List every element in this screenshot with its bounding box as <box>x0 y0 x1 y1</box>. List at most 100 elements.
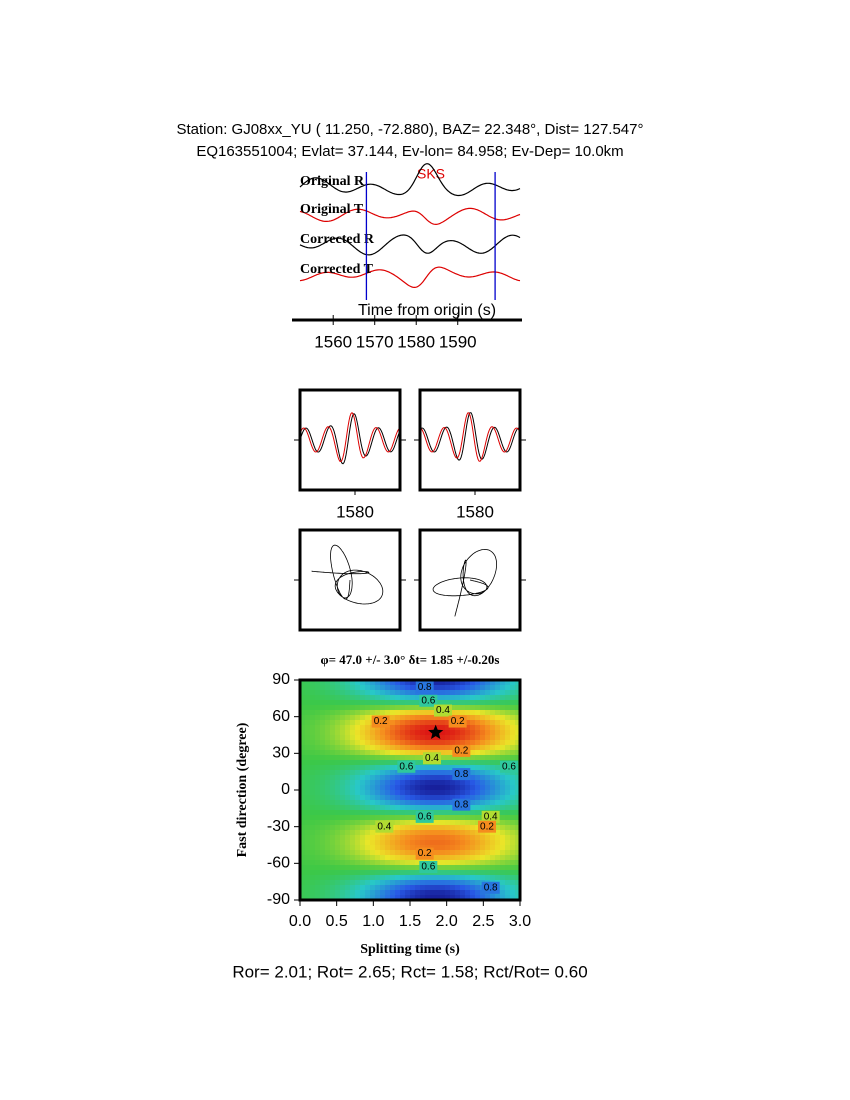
contour-cell <box>365 855 371 861</box>
contour-cell <box>470 705 476 711</box>
contour-cell <box>480 685 486 691</box>
contour-cell <box>325 855 331 861</box>
contour-cell <box>495 755 501 761</box>
contour-cell <box>355 710 361 716</box>
contour-cell <box>325 830 331 836</box>
contour-cell <box>390 880 396 886</box>
contour-cell <box>485 700 491 706</box>
contour-cell <box>355 815 361 821</box>
contour-cell <box>475 715 481 721</box>
contour-cell <box>385 805 391 811</box>
contour-cell <box>445 690 451 696</box>
contour-cell <box>470 730 476 736</box>
contour-cell <box>325 715 331 721</box>
contour-cell <box>410 685 416 691</box>
contour-cell <box>440 870 446 876</box>
contour-cell <box>360 840 366 846</box>
contour-cell <box>400 880 406 886</box>
contour-cell <box>485 895 491 901</box>
contour-label-box <box>423 752 441 765</box>
contour-cell <box>435 860 441 866</box>
contour-cell <box>320 810 326 816</box>
contour-cell <box>305 810 311 816</box>
contour-cell <box>515 690 521 696</box>
contour-cell <box>315 740 321 746</box>
contour-cell <box>480 730 486 736</box>
contour-cell <box>345 860 351 866</box>
contour-cell <box>375 705 381 711</box>
x-tick-label: 2.5 <box>472 913 494 930</box>
contour-cell <box>310 825 316 831</box>
contour-cell <box>480 805 486 811</box>
contour-cell <box>340 730 346 736</box>
contour-cell <box>335 810 341 816</box>
contour-cell <box>505 715 511 721</box>
contour-cell <box>365 840 371 846</box>
contour-cell <box>340 720 346 726</box>
contour-cell <box>450 870 456 876</box>
contour-cell <box>380 695 386 701</box>
contour-cell <box>420 795 426 801</box>
contour-cell <box>445 845 451 851</box>
contour-cell <box>360 725 366 731</box>
contour-cell <box>305 835 311 841</box>
contour-cell <box>340 890 346 896</box>
contour-cell <box>330 805 336 811</box>
contour-cell <box>430 775 436 781</box>
contour-cell <box>310 705 316 711</box>
contour-cell <box>330 835 336 841</box>
contour-cell <box>430 720 436 726</box>
contour-cell <box>395 870 401 876</box>
contour-cell <box>405 825 411 831</box>
contour-cell <box>360 805 366 811</box>
contour-cell <box>435 700 441 706</box>
contour-cell <box>490 735 496 741</box>
contour-cell <box>360 750 366 756</box>
contour-cell <box>515 785 521 791</box>
contour-cell <box>330 760 336 766</box>
contour-cell <box>345 780 351 786</box>
contour-cell <box>490 690 496 696</box>
contour-cell <box>410 895 416 901</box>
contour-cell <box>440 825 446 831</box>
contour-cell <box>320 855 326 861</box>
contour-cell <box>390 890 396 896</box>
contour-cell <box>320 880 326 886</box>
contour-cell <box>345 785 351 791</box>
contour-cell <box>470 790 476 796</box>
contour-cell <box>485 795 491 801</box>
contour-cell <box>370 785 376 791</box>
contour-cell <box>315 880 321 886</box>
contour-cell <box>365 795 371 801</box>
contour-cell <box>370 710 376 716</box>
contour-cell <box>470 725 476 731</box>
contour-cell <box>365 820 371 826</box>
contour-cell <box>450 810 456 816</box>
contour-cell <box>305 745 311 751</box>
contour-cell <box>470 830 476 836</box>
contour-cell <box>475 765 481 771</box>
contour-cell <box>365 685 371 691</box>
contour-cell <box>335 740 341 746</box>
contour-cell <box>505 680 511 686</box>
contour-cell <box>480 875 486 881</box>
contour-cell <box>340 860 346 866</box>
contour-cell <box>455 740 461 746</box>
contour-cell <box>405 775 411 781</box>
contour-cell <box>395 700 401 706</box>
contour-cell <box>500 845 506 851</box>
contour-cell <box>385 810 391 816</box>
contour-cell <box>330 730 336 736</box>
contour-cell <box>450 780 456 786</box>
contour-cell <box>360 830 366 836</box>
contour-cell <box>355 825 361 831</box>
contour-cell <box>355 755 361 761</box>
contour-cell <box>345 740 351 746</box>
contour-cell <box>360 800 366 806</box>
contour-cell <box>455 815 461 821</box>
trace <box>419 412 521 462</box>
contour-cell <box>440 890 446 896</box>
contour-cell <box>310 680 316 686</box>
trace <box>299 234 521 256</box>
contour-cell <box>355 740 361 746</box>
